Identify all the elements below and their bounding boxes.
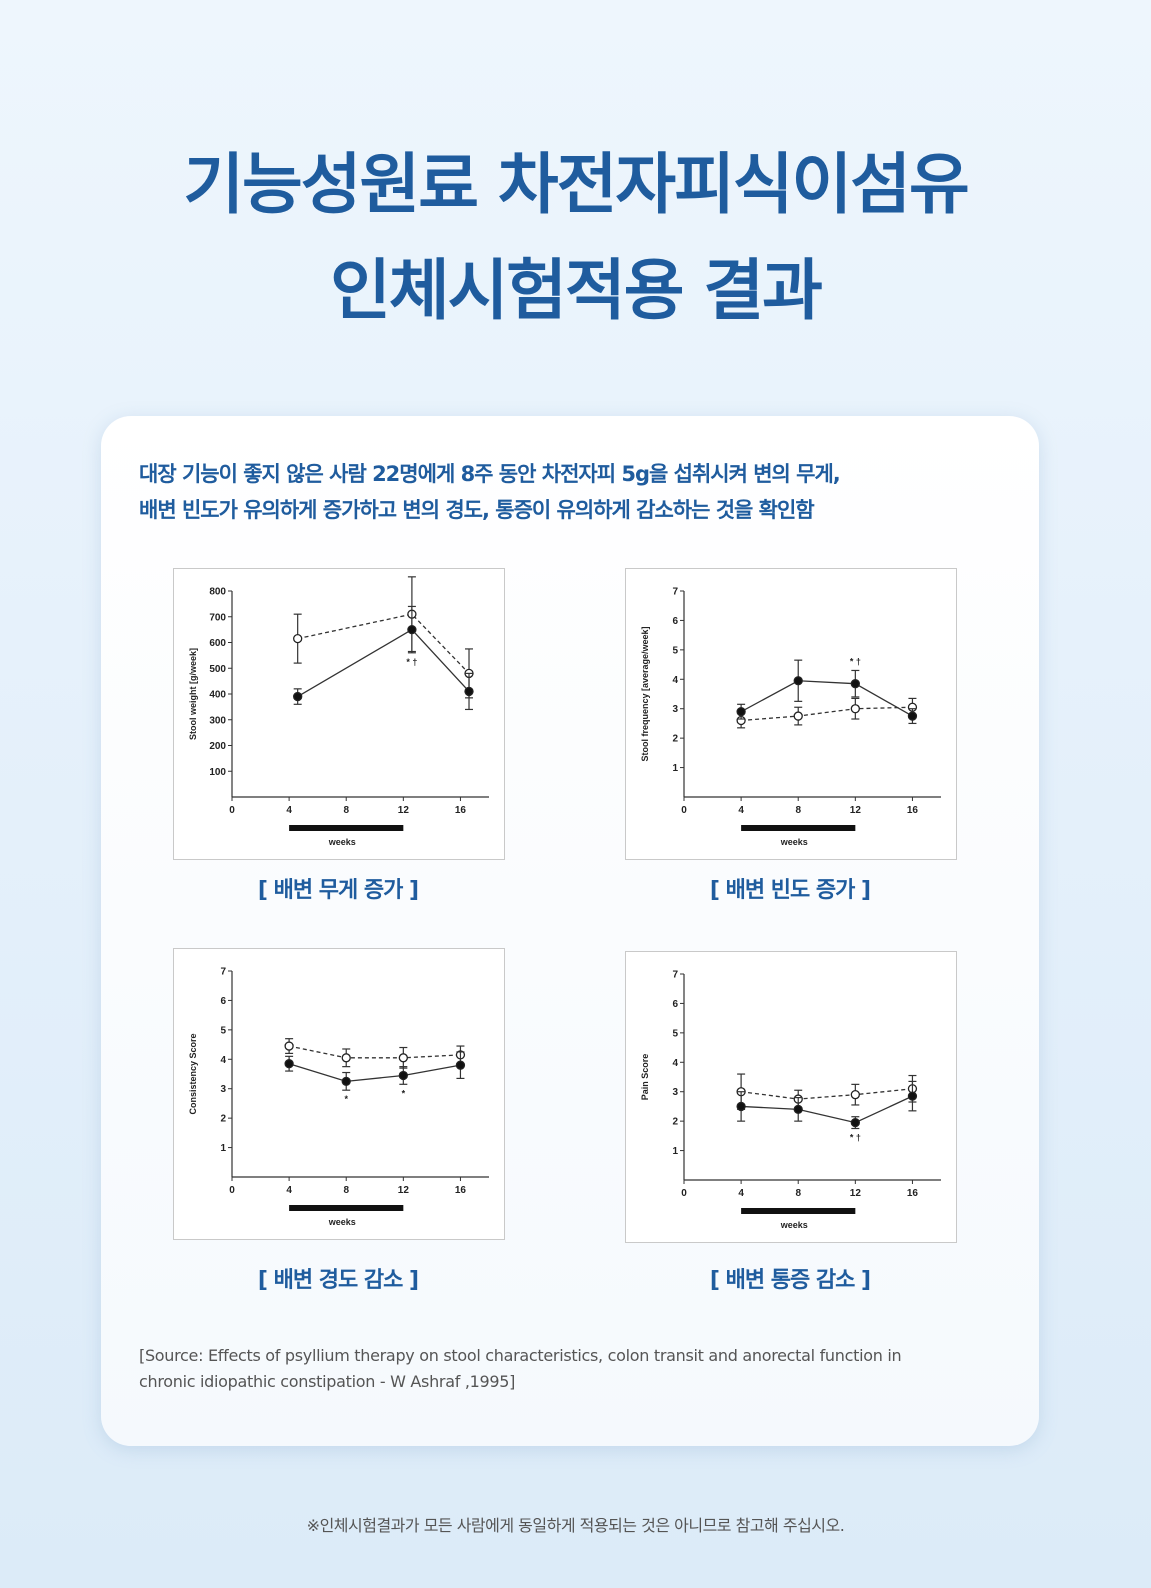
svg-text:*: * <box>402 1088 406 1098</box>
svg-text:* †: * † <box>850 1133 861 1143</box>
svg-text:12: 12 <box>398 805 410 816</box>
svg-text:12: 12 <box>398 1185 410 1196</box>
svg-text:4: 4 <box>286 805 292 816</box>
svg-text:400: 400 <box>209 690 226 701</box>
chart-consistency: 1 2 3 4 5 6 7 0 4 8 12 16 weeks Consistency Score * * <box>173 948 505 1240</box>
svg-text:1: 1 <box>220 1143 226 1154</box>
svg-text:600: 600 <box>209 638 226 649</box>
disclaimer-note: ※인체시험결과가 모든 사람에게 동일하게 적용되는 것은 아니므로 참고해 주… <box>306 1516 845 1535</box>
svg-text:12: 12 <box>850 805 862 816</box>
source-citation: [Source: Effects of psyllium therapy on … <box>139 1343 1019 1395</box>
svg-text:8: 8 <box>795 1188 801 1199</box>
svg-text:4: 4 <box>672 675 678 686</box>
svg-text:0: 0 <box>681 1188 687 1199</box>
svg-text:* †: * † <box>850 656 861 666</box>
page-title: 기능성원료 차전자피식이섬유 인체시험적용 결과 <box>0 132 1151 344</box>
svg-text:0: 0 <box>681 805 687 816</box>
chart-stool-frequency: 1 2 3 4 5 6 7 0 4 8 12 16 weeks Stool frequency [aver… <box>625 568 957 860</box>
plot: 100 200 300 400 500 600 700 800 0 4 8 12 16 weeks Stoo… <box>188 576 489 847</box>
svg-text:weeks: weeks <box>780 1220 808 1230</box>
svg-text:2: 2 <box>672 734 678 745</box>
source-line-2: chronic idiopathic constipation - W Ashr… <box>139 1372 516 1391</box>
source-line-1: [Source: Effects of psyllium therapy on … <box>139 1346 902 1365</box>
svg-text:8: 8 <box>343 805 349 816</box>
svg-text:4: 4 <box>220 1055 226 1066</box>
svg-text:3: 3 <box>220 1084 226 1095</box>
svg-text:0: 0 <box>229 1185 235 1196</box>
svg-text:2: 2 <box>220 1114 226 1125</box>
summary-line-2: 배변 빈도가 유의하게 증가하고 변의 경도, 통증이 유의하게 감소하는 것을… <box>139 498 815 522</box>
svg-text:12: 12 <box>850 1188 862 1199</box>
svg-text:Stool frequency [average/week]: Stool frequency [average/week] <box>640 626 650 761</box>
svg-text:3: 3 <box>672 1087 678 1098</box>
svg-text:100: 100 <box>209 767 226 778</box>
svg-text:1: 1 <box>672 1146 678 1157</box>
svg-text:5: 5 <box>220 1025 226 1036</box>
svg-text:3: 3 <box>672 704 678 715</box>
svg-text:700: 700 <box>209 612 226 623</box>
svg-text:8: 8 <box>795 805 801 816</box>
svg-text:weeks: weeks <box>328 837 356 847</box>
svg-text:6: 6 <box>672 999 678 1010</box>
results-card: 대장 기능이 좋지 않은 사람 22명에게 8주 동안 차전자피 5g을 섭취시… <box>101 416 1039 1446</box>
svg-text:200: 200 <box>209 741 226 752</box>
svg-text:Stool weight [g/week]: Stool weight [g/week] <box>188 648 198 740</box>
summary-text: 대장 기능이 좋지 않은 사람 22명에게 8주 동안 차전자피 5g을 섭취시… <box>139 456 1019 528</box>
svg-text:Consistency Score: Consistency Score <box>188 1033 198 1114</box>
svg-text:*: * <box>344 1094 348 1104</box>
svg-text:4: 4 <box>286 1185 292 1196</box>
svg-text:500: 500 <box>209 664 226 675</box>
svg-text:800: 800 <box>209 587 226 598</box>
svg-text:6: 6 <box>672 616 678 627</box>
svg-text:300: 300 <box>209 715 226 726</box>
svg-text:5: 5 <box>672 1028 678 1039</box>
svg-text:7: 7 <box>672 970 678 981</box>
svg-text:1: 1 <box>672 763 678 774</box>
svg-text:* †: * † <box>406 657 417 667</box>
svg-text:weeks: weeks <box>780 837 808 847</box>
caption-pain: [ 배변 통증 감소 ] <box>709 1268 871 1293</box>
chart-stool-weight: 100 200 300 400 500 600 700 800 0 4 8 12 16 weeks Stoo… <box>173 568 505 860</box>
svg-text:weeks: weeks <box>328 1217 356 1227</box>
summary-line-1: 대장 기능이 좋지 않은 사람 22명에게 8주 동안 차전자피 5g을 섭취시… <box>139 462 841 486</box>
svg-text:4: 4 <box>738 805 744 816</box>
caption-stool-frequency: [ 배변 빈도 증가 ] <box>709 878 871 903</box>
svg-text:6: 6 <box>220 996 226 1007</box>
svg-text:16: 16 <box>907 805 919 816</box>
svg-text:7: 7 <box>672 587 678 598</box>
svg-text:16: 16 <box>455 805 467 816</box>
svg-text:16: 16 <box>455 1185 467 1196</box>
caption-stool-weight: [ 배변 무게 증가 ] <box>257 878 419 903</box>
svg-text:0: 0 <box>229 805 235 816</box>
svg-text:2: 2 <box>672 1117 678 1128</box>
svg-text:8: 8 <box>343 1185 349 1196</box>
svg-text:7: 7 <box>220 967 226 978</box>
svg-text:Pain Score: Pain Score <box>640 1054 650 1101</box>
title-line-1: 기능성원료 차전자피식이섬유 <box>183 146 969 223</box>
svg-text:4: 4 <box>672 1058 678 1069</box>
svg-text:4: 4 <box>738 1188 744 1199</box>
title-line-2: 인체시험적용 결과 <box>330 252 823 329</box>
svg-text:16: 16 <box>907 1188 919 1199</box>
svg-text:5: 5 <box>672 645 678 656</box>
chart-pain: 1 2 3 4 5 6 7 0 4 8 12 16 weeks Pain Score * † <box>625 951 957 1243</box>
caption-consistency: [ 배변 경도 감소 ] <box>257 1268 419 1293</box>
